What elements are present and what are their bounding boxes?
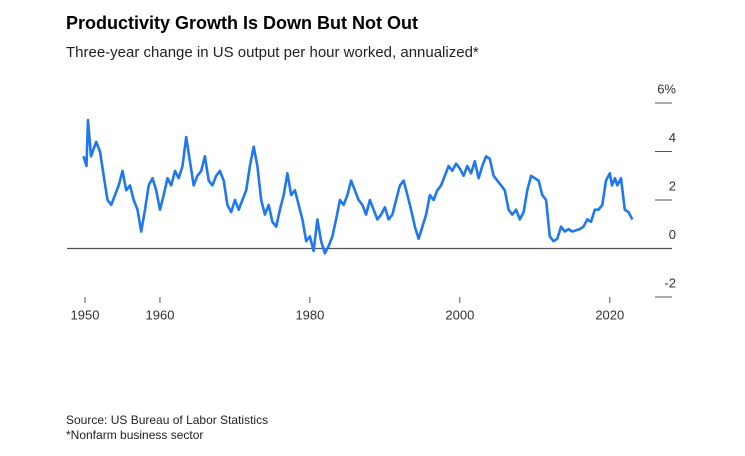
- source: Source: US Bureau of Labor Statistics: [66, 413, 268, 427]
- x-tick-label: 2000: [445, 307, 474, 322]
- y-tick-label: 0: [669, 227, 676, 242]
- x-tick-label: 1980: [295, 307, 324, 322]
- y-tick-label: 2: [669, 178, 676, 193]
- x-tick-label: 2020: [595, 307, 624, 322]
- line-series: [82, 118, 634, 255]
- y-tick-label: 4: [669, 130, 676, 145]
- y-tick-label: 6%: [657, 81, 676, 96]
- x-tick-label: 1950: [71, 307, 100, 322]
- chart-title: Productivity Growth Is Down But Not Out: [66, 13, 418, 33]
- x-tick-label: 1960: [146, 307, 175, 322]
- footnote: *Nonfarm business sector: [66, 428, 203, 442]
- y-tick-label: -2: [664, 275, 676, 290]
- chart-subtitle: Three-year change in US output per hour …: [66, 44, 479, 61]
